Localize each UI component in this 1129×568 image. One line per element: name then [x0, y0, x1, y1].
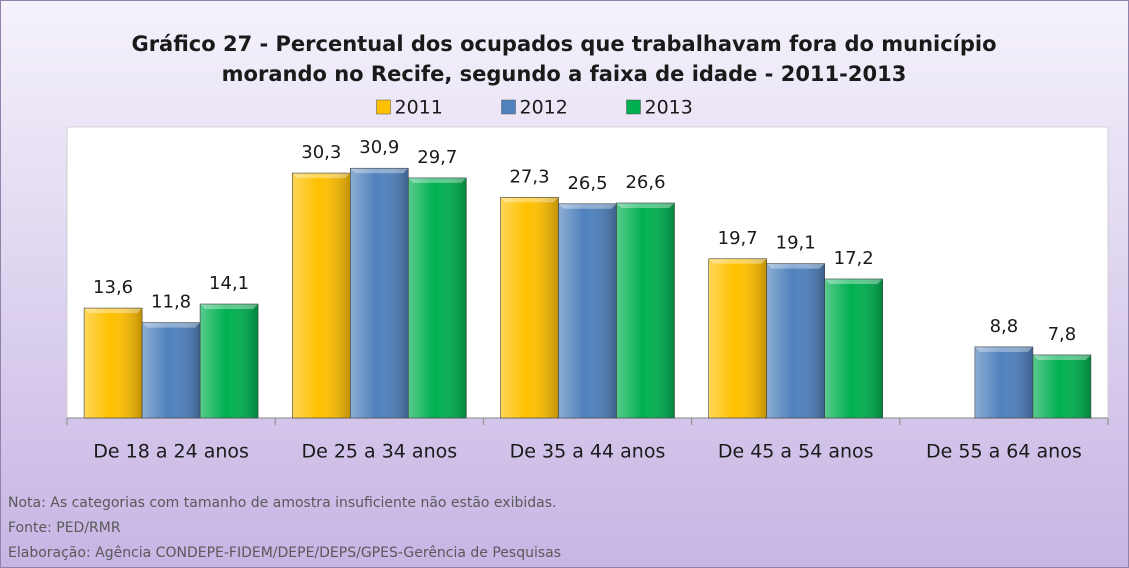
data-label: 29,7 — [417, 147, 457, 168]
data-label: 30,3 — [301, 142, 341, 163]
bar-cap — [974, 346, 1033, 352]
bar-cap — [350, 168, 409, 174]
bar-cap — [84, 308, 143, 314]
bar-shading — [200, 304, 259, 418]
x-tick-label: De 18 a 24 anos — [93, 441, 249, 463]
bar-outline — [616, 202, 675, 419]
legend-swatch — [501, 99, 516, 115]
legend-label: 2011 — [395, 97, 443, 119]
bar-shading — [350, 168, 409, 418]
bar-shading — [142, 322, 201, 418]
bar-cap — [292, 173, 351, 179]
bar-shading — [408, 177, 467, 418]
bar-cap — [500, 197, 559, 203]
chart-title: Gráfico 27 - Percentual dos ocupados que… — [131, 32, 996, 56]
x-tick-label: De 25 a 34 anos — [301, 441, 457, 463]
x-tick-label: De 55 a 64 anos — [926, 441, 1082, 463]
note: Nota: As categorias com tamanho de amost… — [8, 495, 556, 511]
note: Elaboração: Agência CONDEPE-FIDEM/DEPE/D… — [8, 545, 561, 561]
data-label: 19,7 — [718, 228, 758, 249]
data-label: 7,8 — [1048, 324, 1077, 345]
data-label: 27,3 — [509, 166, 549, 187]
data-label: 17,2 — [834, 248, 874, 269]
bar-cap — [1032, 354, 1091, 360]
bar-shading — [824, 278, 883, 418]
data-label: 26,6 — [625, 172, 665, 193]
bar-cap — [408, 177, 467, 183]
bar-cap — [708, 258, 767, 264]
x-tick-label: De 45 a 54 anos — [718, 441, 874, 463]
bar-outline — [199, 303, 259, 419]
bar-shading — [292, 173, 351, 418]
bar-outline — [824, 278, 884, 419]
bar-shading — [500, 197, 559, 418]
bar-shading — [558, 203, 617, 418]
data-label: 26,5 — [567, 173, 607, 194]
data-label: 19,1 — [776, 233, 816, 254]
note: Fonte: PED/RMR — [8, 520, 121, 536]
bar-shading — [84, 308, 143, 418]
chart-subtitle: morando no Recife, segundo a faixa de id… — [222, 62, 907, 86]
data-label: 14,1 — [209, 273, 249, 294]
data-label: 8,8 — [990, 316, 1019, 337]
bar-cap — [616, 202, 675, 208]
bar-outline — [407, 177, 467, 419]
legend-label: 2013 — [645, 97, 693, 119]
x-tick-label: De 35 a 44 anos — [510, 441, 666, 463]
bar-cap — [824, 278, 883, 284]
bar-shading — [616, 202, 675, 418]
bar-shading — [708, 258, 767, 418]
bar-shading — [766, 263, 825, 418]
bar-cap — [558, 203, 617, 209]
bar-shading — [974, 346, 1033, 418]
bar-cap — [766, 263, 825, 269]
bar-outline — [1032, 354, 1092, 419]
legend-label: 2012 — [520, 97, 568, 119]
bar-cap — [200, 304, 259, 310]
data-label: 13,6 — [93, 277, 133, 298]
bar-cap — [142, 322, 201, 328]
legend-swatch — [376, 99, 391, 115]
data-label: 30,9 — [359, 137, 399, 158]
legend-swatch — [626, 99, 641, 115]
data-label: 11,8 — [151, 292, 191, 313]
bar-shading — [1032, 354, 1091, 418]
